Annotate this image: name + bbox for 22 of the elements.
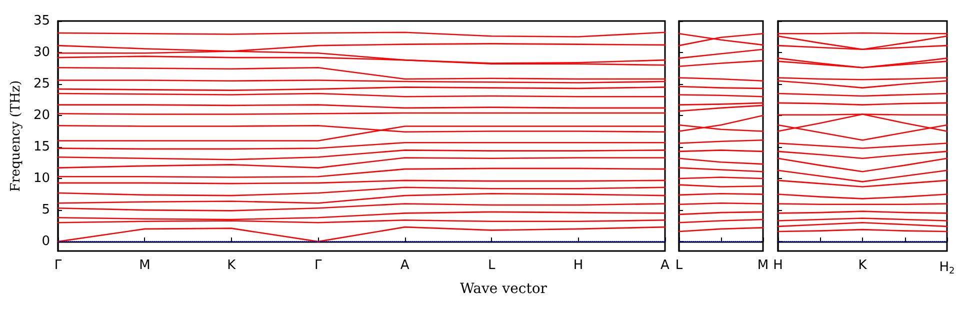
x-tick-label: Γ — [54, 258, 62, 273]
x-tick-label: H — [773, 258, 783, 273]
y-tick-label: 35 — [33, 14, 50, 28]
y-tick-label: 30 — [33, 45, 50, 60]
x-tick-label: L — [488, 258, 496, 273]
y-tick-label: 0 — [42, 234, 50, 250]
x-tick-label: Γ — [314, 258, 323, 273]
y-axis-title: Frequency (THz) — [8, 80, 24, 192]
x-tick-label: A — [400, 258, 410, 273]
y-tick-label: 25 — [33, 76, 50, 92]
y-tick-label: 15 — [33, 140, 50, 155]
x-tick-label: L — [675, 258, 684, 273]
x-tick-label: K — [858, 258, 868, 273]
x-tick-label: A — [660, 258, 670, 273]
y-tick-label: 5 — [42, 202, 50, 218]
x-tick-label: K — [227, 258, 236, 273]
y-tick-label: 20 — [33, 108, 50, 124]
x-tick-label: M — [757, 258, 769, 273]
x-tick-label: M — [139, 258, 150, 273]
y-tick-label: 10 — [33, 171, 50, 186]
x-tick-label: H — [573, 258, 584, 273]
x-axis-title: Wave vector — [460, 281, 548, 297]
